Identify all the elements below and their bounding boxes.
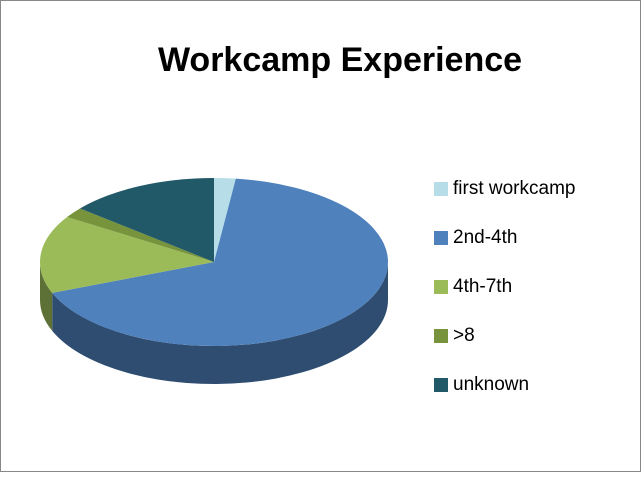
slice — [40, 216, 215, 293]
legend-swatch — [434, 231, 448, 245]
slice-side — [40, 262, 53, 331]
legend-label: >8 — [453, 325, 475, 346]
slice-side — [52, 262, 388, 385]
slice — [79, 178, 214, 262]
legend-swatch — [434, 378, 448, 392]
chart-title: Workcamp Experience — [158, 41, 522, 79]
slice — [67, 208, 214, 262]
legend-label: 4th-7th — [453, 276, 512, 297]
legend-label: 2nd-4th — [453, 227, 517, 248]
legend-swatch — [434, 182, 448, 196]
legend-swatch — [434, 329, 448, 343]
slice — [214, 178, 236, 262]
legend-label: unknown — [453, 374, 529, 395]
slice — [52, 178, 388, 347]
legend-swatch — [434, 280, 448, 294]
legend-label: first workcamp — [453, 178, 575, 199]
